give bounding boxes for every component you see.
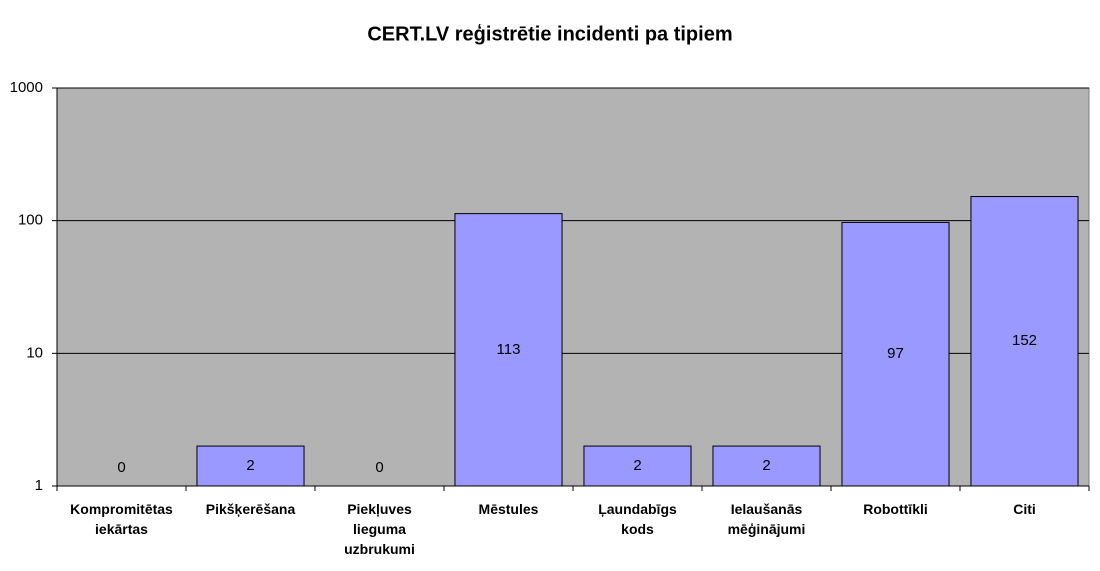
y-tick-label: 100 — [18, 212, 43, 229]
x-tick-label: Citi — [1013, 501, 1036, 517]
x-tick-label: Mēstules — [478, 501, 539, 517]
x-tick-label: Pikšķerēšana — [205, 501, 296, 517]
value-label: 2 — [633, 457, 641, 474]
x-tick-label: Robottīkli — [863, 501, 928, 517]
value-label: 152 — [1012, 332, 1037, 349]
x-tick-label: Kompromitētas iekārtas — [70, 501, 173, 537]
x-tick-label: Piekļuves lieguma uzbrukumi — [344, 501, 415, 557]
value-label: 113 — [497, 341, 521, 358]
x-tick-label: Ļaundabīgs kods — [598, 501, 677, 537]
bar — [970, 196, 1079, 487]
bar — [196, 445, 305, 487]
y-tick-label: 1 — [35, 477, 43, 494]
bar — [583, 445, 692, 487]
bar — [712, 445, 821, 487]
value-label: 2 — [762, 457, 770, 474]
value-label: 2 — [246, 457, 254, 474]
bar — [841, 221, 950, 487]
value-label: 0 — [375, 459, 383, 476]
value-label: 97 — [887, 345, 904, 362]
x-tick-label: Ielaušanās mēģinājumi — [727, 501, 806, 537]
value-label: 0 — [117, 459, 125, 476]
bar — [454, 213, 563, 487]
y-tick-label: 10 — [26, 344, 43, 361]
y-tick-label: 1000 — [10, 79, 43, 96]
chart-title: CERT.LV reģistrētie incidenti pa tipiem — [367, 23, 732, 45]
